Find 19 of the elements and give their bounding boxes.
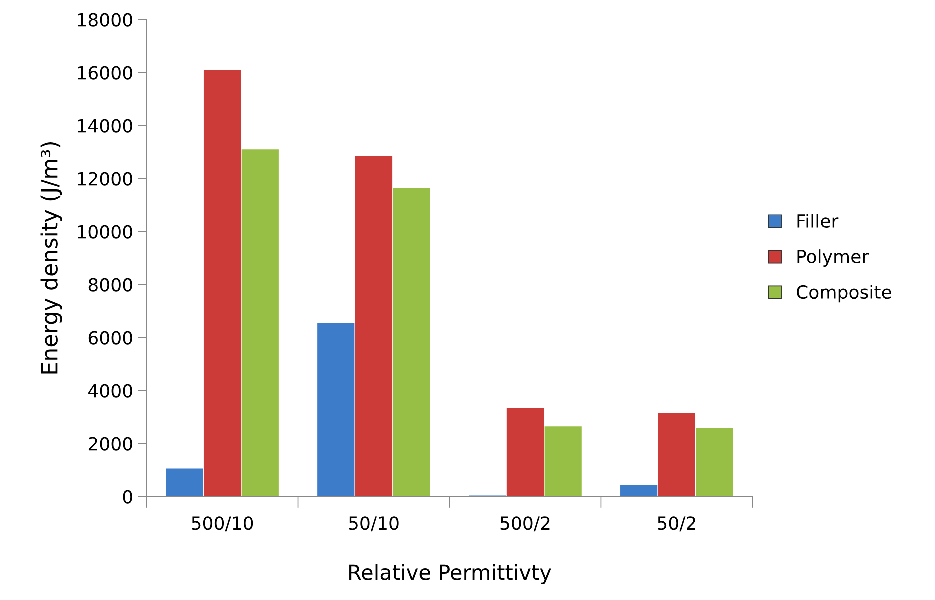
y-tick-label: 12000	[78, 172, 132, 186]
legend-label: Polymer	[798, 250, 870, 268]
y-tick-label: 4000	[88, 384, 132, 398]
y-tick-label: 18000	[78, 13, 132, 27]
y-tick-label: 16000	[78, 66, 132, 80]
y-axis-title: Energy density (J/m³)	[40, 142, 62, 374]
legend-label: Filler	[798, 214, 839, 228]
y-tick-label: 0	[123, 490, 132, 504]
x-tick-label: 500/10	[192, 516, 254, 532]
y-tick-label: 10000	[78, 225, 132, 239]
y-tick-label: 6000	[88, 331, 132, 345]
x-axis-title: Relative Permittivty	[350, 564, 552, 584]
x-tick-label: 50/10	[349, 516, 399, 532]
y-tick-label: 8000	[88, 278, 132, 292]
legend-label: Composite	[797, 285, 892, 303]
y-tick-label: 2000	[88, 437, 132, 451]
x-tick-label: 50/2	[658, 516, 696, 532]
x-tick-label: 500/2	[500, 516, 550, 532]
y-tick-label: 14000	[78, 119, 132, 133]
